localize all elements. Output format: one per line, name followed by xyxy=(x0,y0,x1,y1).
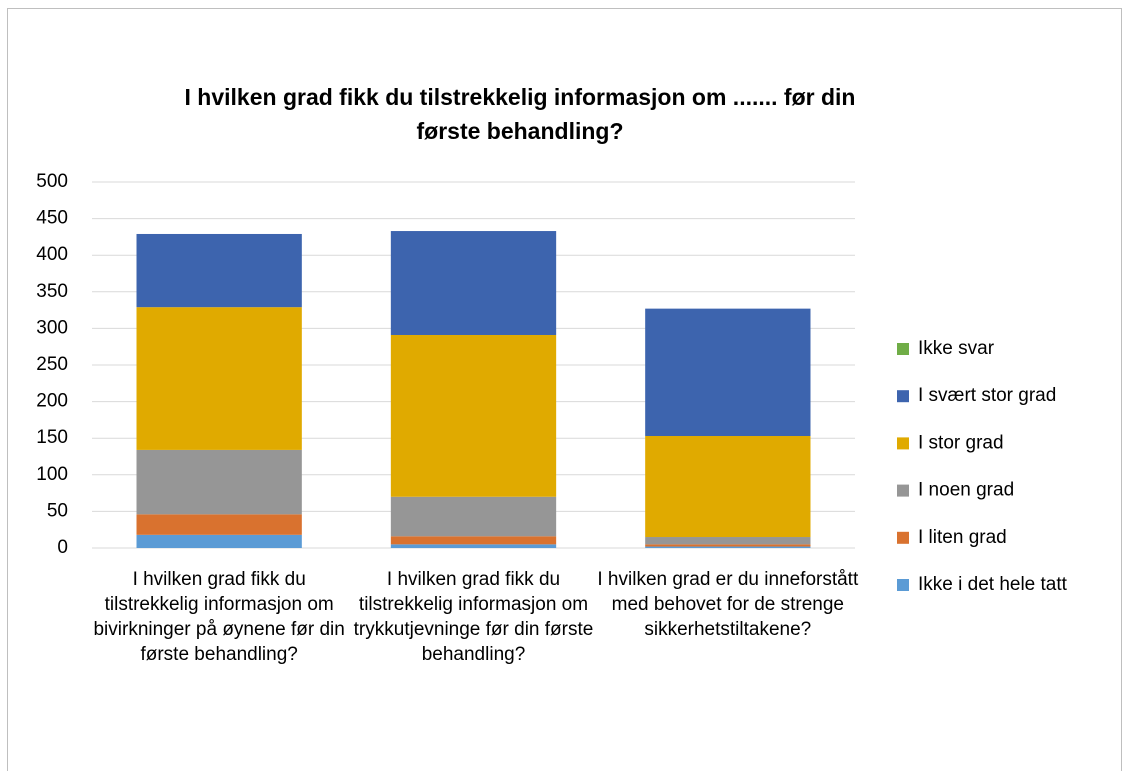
x-tick-label: I hvilken grad fikk du tilstrekkelig inf… xyxy=(93,569,345,665)
legend-label: Ikke i det hele tatt xyxy=(918,574,1068,595)
legend-label: I liten grad xyxy=(918,527,1007,548)
legend-label: Ikke svar xyxy=(918,338,995,359)
bar-segment xyxy=(390,536,557,545)
y-tick-label: 500 xyxy=(36,171,68,192)
bar-segment xyxy=(390,544,557,548)
y-tick-label: 350 xyxy=(36,281,68,302)
bar-segment xyxy=(645,544,811,547)
bar-segment xyxy=(645,537,811,545)
y-tick-label: 50 xyxy=(47,500,68,521)
bar-segment xyxy=(645,546,811,548)
bar-segment xyxy=(390,496,557,537)
legend-label: I noen grad xyxy=(918,480,1014,501)
bar-segment xyxy=(136,534,302,548)
bar-segment xyxy=(136,233,302,308)
legend-label: I svært stor grad xyxy=(918,385,1056,406)
legend-label: I stor grad xyxy=(918,432,1004,453)
y-tick-label: 450 xyxy=(36,208,68,229)
bar-segment xyxy=(136,514,302,535)
x-tick-label: I hvilken grad er du inneforstått med be… xyxy=(597,569,859,640)
legend-swatch xyxy=(897,579,909,591)
x-tick-label: I hvilken grad fikk du tilstrekkelig inf… xyxy=(353,569,594,665)
y-tick-label: 250 xyxy=(36,354,68,375)
legend-swatch xyxy=(897,343,909,355)
bar-segment xyxy=(645,436,811,538)
bar-segment xyxy=(390,231,557,335)
bar-segment xyxy=(136,449,302,515)
legend-swatch xyxy=(897,390,909,403)
y-tick-label: 100 xyxy=(36,464,68,485)
y-tick-label: 300 xyxy=(36,317,68,338)
bar-segment xyxy=(390,334,557,497)
y-tick-label: 0 xyxy=(57,537,68,558)
legend-swatch xyxy=(897,531,909,544)
legend-swatch xyxy=(897,437,909,450)
y-tick-label: 400 xyxy=(36,244,68,265)
bar-segment xyxy=(645,308,811,437)
chart-title: I hvilken grad fikk du tilstrekkelig inf… xyxy=(184,84,856,144)
legend-swatch xyxy=(897,484,909,497)
y-tick-label: 200 xyxy=(36,391,68,412)
bar-segment xyxy=(136,307,302,450)
chart-frame xyxy=(7,8,1122,771)
y-tick-label: 150 xyxy=(36,427,68,448)
